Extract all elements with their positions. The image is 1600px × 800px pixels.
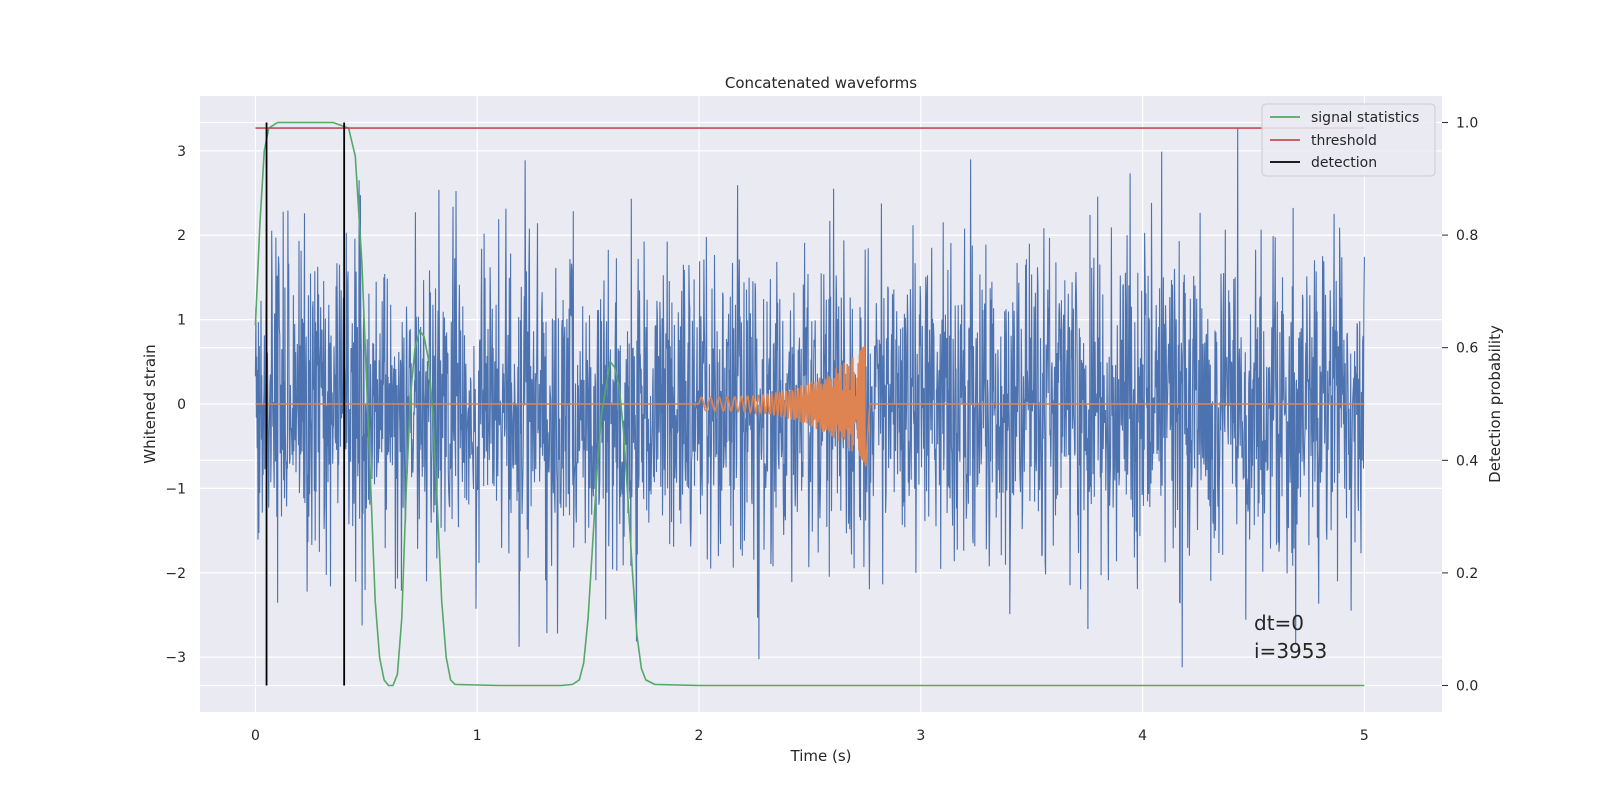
legend-label-detection: detection [1311,155,1377,171]
y-right-tick-label: 1.0 [1456,115,1478,131]
y-right-axis-label: Detection probability [1486,325,1504,483]
x-tick-label: 5 [1360,728,1369,744]
y-tick-label: −2 [165,566,186,582]
y-tick-label: 2 [177,228,186,244]
y-tick-label: 1 [177,313,186,329]
chart-title: Concatenated waveforms [725,74,917,92]
x-tick-label: 4 [1138,728,1147,744]
tick-labels: 0 1 2 3 4 5 −3 −2 −1 0 1 2 3 0.0 0.2 0.4 0.6 0.8 1.0 [165,115,1478,744]
y-tick-label: −3 [165,650,186,666]
legend-label-signal-statistics: signal statistics [1311,110,1419,126]
y-right-tick-label: 0.8 [1456,228,1478,244]
x-tick-label: 2 [695,728,704,744]
x-axis-label: Time (s) [790,747,852,765]
x-tick-label: 3 [916,728,925,744]
y-axis-label: Whitened strain [141,344,159,463]
detection-lines [265,122,346,686]
annotation: dt=0 i=3953 [1254,611,1327,663]
legend: signal statistics threshold detection [1261,103,1436,177]
legend-label-threshold: threshold [1311,133,1377,149]
legend-box [1261,103,1436,177]
x-tick-label: 0 [251,728,260,744]
y-tick-label: 3 [177,144,186,160]
x-tick-label: 1 [473,728,482,744]
y-right-tick-label: 0.4 [1456,453,1478,469]
y-tick-label: 0 [177,397,186,413]
y-tick-label: −1 [165,481,186,497]
chirp-series-line [255,345,1365,467]
signal-statistics-line [254,121,1365,687]
y-right-tick-label: 0.2 [1456,566,1478,582]
noise-series-line [254,127,1365,668]
annotation-dt: dt=0 [1254,611,1304,635]
series-layer [254,121,1365,687]
annotation-index: i=3953 [1254,639,1327,663]
y-right-tick-label: 0.0 [1456,679,1478,695]
y-right-tick-label: 0.6 [1456,341,1478,357]
